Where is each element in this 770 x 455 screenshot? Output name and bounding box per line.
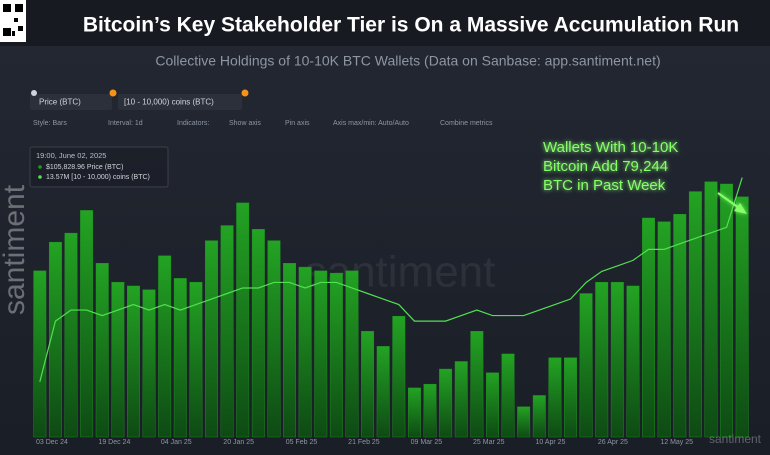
bar <box>470 331 484 438</box>
bar <box>657 221 671 438</box>
annotation-text: Bitcoin Add 79,244 <box>543 158 668 175</box>
bar <box>595 281 609 438</box>
btc-icon <box>109 89 117 97</box>
plot: 03 Dec 24 19 Dec 24 04 Jan 25 20 Jan 25 05 F… <box>33 177 749 446</box>
bar <box>329 272 343 438</box>
bar <box>111 281 125 438</box>
side-watermark: santiment <box>0 184 31 315</box>
toolbar-item: Interval: 1d <box>108 120 143 127</box>
legend-icon <box>31 90 37 96</box>
bar <box>532 395 546 438</box>
bar <box>486 372 499 438</box>
header-bar <box>0 0 770 46</box>
legend-chip[interactable] <box>118 94 242 110</box>
toolbar-item: Combine metrics <box>440 120 493 127</box>
x-tick-label: 19 Dec 24 <box>98 439 130 446</box>
bar <box>688 191 702 438</box>
bar <box>80 210 94 438</box>
bar <box>423 383 437 438</box>
bar <box>345 270 359 438</box>
x-tick-label: 26 Apr 25 <box>598 439 628 446</box>
bar <box>579 293 593 438</box>
bar <box>735 196 749 438</box>
x-tick-label: 10 Apr 25 <box>535 439 565 446</box>
bar <box>64 232 78 438</box>
line <box>39 177 743 382</box>
legend: Price (BTC) [10 - 10,000) coins (BTC) <box>30 89 249 110</box>
bar <box>704 181 718 438</box>
bar <box>142 289 156 438</box>
tooltip-dot <box>38 165 42 169</box>
bar <box>376 346 390 438</box>
bar <box>33 270 47 438</box>
annotation-text: Wallets With 10-10K <box>543 139 678 156</box>
bar <box>127 285 140 438</box>
bar <box>361 331 375 438</box>
bar <box>564 357 577 438</box>
bar <box>189 281 203 438</box>
x-tick-label: 25 Mar 25 <box>473 439 505 446</box>
toolbar-item: Style: Bars <box>33 120 67 127</box>
bar <box>220 225 234 438</box>
bar <box>158 255 172 438</box>
title: Bitcoin’s Key Stakeholder Tier is On a M… <box>83 14 739 37</box>
bar <box>267 240 281 438</box>
bar <box>392 315 406 438</box>
annotation-text: BTC in Past Week <box>543 177 666 194</box>
bar <box>173 278 187 438</box>
x-tick-label: 20 Jan 25 <box>223 439 254 446</box>
toolbar-item: Pin axis <box>285 120 310 127</box>
x-tick-label: 03 Dec 24 <box>36 439 68 446</box>
x-tick-label: 12 May 25 <box>660 439 693 446</box>
bar <box>548 357 562 438</box>
toolbar: Style: Bars Interval: 1d Indicators: Show a… <box>33 120 493 127</box>
bar <box>283 263 296 438</box>
bar <box>407 387 421 438</box>
bar <box>720 183 734 438</box>
bar <box>439 368 453 438</box>
bar <box>314 270 328 438</box>
x-tick-label: 21 Feb 25 <box>348 439 380 446</box>
tooltip-box <box>29 146 169 188</box>
corner-watermark: santiment <box>709 432 762 446</box>
toolbar-item: Indicators: <box>177 120 209 127</box>
bar <box>610 281 624 438</box>
bar <box>454 361 468 438</box>
arrow-head <box>734 203 747 214</box>
tooltip-date: 19:00, June 02, 2025 <box>36 151 106 160</box>
bar <box>205 240 218 438</box>
bar <box>95 263 109 438</box>
bar <box>673 213 687 438</box>
btc-icon <box>241 89 249 97</box>
bar <box>517 406 531 438</box>
tooltip: 19:00, June 02, 2025 $105,828.96 Price (… <box>29 146 169 188</box>
x-tick-label: 04 Jan 25 <box>161 439 192 446</box>
qr-code <box>0 0 26 42</box>
x-tick-label: 09 Mar 25 <box>411 439 443 446</box>
annotation: Wallets With 10-10K Bitcoin Add 79,244 BTC… <box>543 139 747 214</box>
x-tick-label: 05 Feb 25 <box>286 439 318 446</box>
toolbar-item: Axis max/min: Auto/Auto <box>333 120 409 127</box>
legend-chip[interactable] <box>30 94 112 110</box>
bar <box>642 217 655 438</box>
tooltip-price: $105,828.96 Price (BTC) <box>46 164 123 171</box>
bar <box>236 202 250 438</box>
bar <box>626 285 640 438</box>
bar <box>298 266 312 438</box>
legend-label: Price (BTC) <box>39 98 81 107</box>
legend-label: [10 - 10,000) coins (BTC) <box>124 98 214 107</box>
bar <box>501 353 515 438</box>
toolbar-item: Show axis <box>229 120 261 127</box>
bar <box>251 229 265 438</box>
subtitle: Collective Holdings of 10-10K BTC Wallet… <box>155 53 660 69</box>
tooltip-dot <box>38 175 42 179</box>
bar <box>48 241 62 438</box>
tooltip-holdings: 13.57M [10 - 10,000) coins (BTC) <box>46 174 150 181</box>
